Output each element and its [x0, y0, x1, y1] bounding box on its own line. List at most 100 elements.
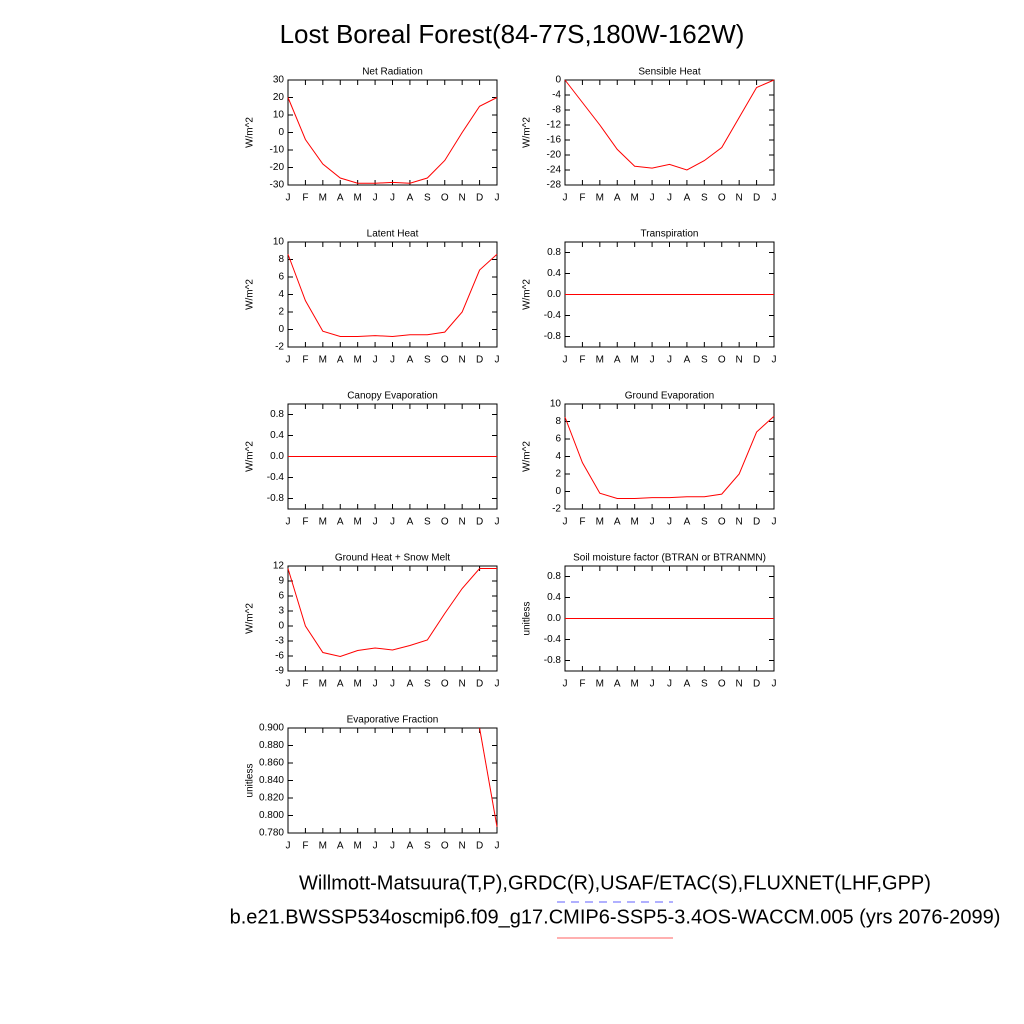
y-tick-label: 2 — [555, 469, 561, 480]
x-tick-label: F — [579, 517, 585, 528]
x-tick-label: M — [630, 193, 638, 204]
plot-frame — [564, 403, 775, 510]
plot-frame — [287, 241, 498, 348]
x-tick-label: M — [319, 517, 327, 528]
panel-title: Latent Heat — [367, 229, 419, 240]
panel-title: Ground Heat + Snow Melt — [335, 553, 451, 564]
x-tick-label: D — [753, 517, 760, 528]
x-tick-label: M — [319, 193, 327, 204]
x-tick-label: N — [736, 517, 743, 528]
x-tick-label: M — [630, 355, 638, 366]
x-tick-label: M — [630, 679, 638, 690]
x-tick-label: J — [495, 517, 500, 528]
y-axis-label: W/m^2 — [522, 441, 533, 472]
x-tick-label: J — [373, 355, 378, 366]
x-tick-label: A — [684, 193, 691, 204]
x-tick-label: J — [495, 355, 500, 366]
plot-frame — [287, 565, 498, 672]
x-tick-label: J — [772, 679, 777, 690]
y-tick-label: -16 — [547, 135, 562, 146]
x-tick-label: D — [753, 193, 760, 204]
y-tick-label: 9 — [278, 576, 284, 587]
y-tick-label: 10 — [273, 110, 285, 121]
y-tick-label: 0 — [278, 127, 284, 138]
x-tick-label: O — [718, 517, 726, 528]
plot-frame — [564, 79, 775, 186]
y-tick-label: -3 — [275, 636, 284, 647]
x-tick-label: O — [718, 679, 726, 690]
x-tick-label: M — [353, 355, 361, 366]
panel-title: Net Radiation — [362, 67, 423, 78]
x-tick-label: J — [563, 355, 568, 366]
y-tick-label: 4 — [278, 289, 284, 300]
y-tick-label: 0 — [278, 621, 284, 632]
x-tick-label: J — [390, 517, 395, 528]
x-tick-label: J — [390, 679, 395, 690]
y-tick-label: 0.800 — [259, 810, 284, 821]
y-tick-label: -0.8 — [267, 493, 285, 504]
x-tick-label: A — [684, 355, 691, 366]
x-tick-label: A — [407, 193, 414, 204]
y-tick-label: 0.8 — [270, 409, 284, 420]
data-line — [287, 568, 497, 658]
x-tick-label: A — [614, 679, 621, 690]
y-tick-label: -28 — [547, 180, 562, 191]
x-tick-label: J — [667, 355, 672, 366]
y-axis-label: unitless — [245, 764, 256, 798]
y-tick-label: 6 — [278, 591, 284, 602]
x-tick-label: J — [563, 517, 568, 528]
y-tick-label: 2 — [278, 307, 284, 318]
y-axis-label: W/m^2 — [245, 603, 256, 634]
x-tick-label: D — [753, 679, 760, 690]
x-tick-label: D — [476, 841, 483, 852]
y-tick-label: 0 — [278, 324, 284, 335]
x-tick-label: J — [772, 193, 777, 204]
x-tick-label: A — [337, 355, 344, 366]
y-tick-label: 6 — [555, 434, 561, 445]
x-tick-label: J — [390, 841, 395, 852]
x-tick-label: J — [563, 679, 568, 690]
x-tick-label: M — [319, 841, 327, 852]
footer-text: Willmott-Matsuura(T,P),GRDC(R),USAF/ETAC… — [299, 872, 931, 894]
y-tick-label: -20 — [547, 150, 562, 161]
x-tick-label: F — [302, 193, 308, 204]
x-tick-label: M — [596, 679, 604, 690]
y-tick-label: 12 — [273, 561, 285, 572]
y-tick-label: 30 — [273, 75, 285, 86]
y-tick-label: 0.0 — [270, 451, 284, 462]
y-tick-label: 10 — [273, 237, 285, 248]
x-tick-label: O — [441, 679, 449, 690]
y-tick-label: -2 — [552, 504, 561, 515]
x-tick-label: F — [302, 679, 308, 690]
x-tick-label: A — [337, 517, 344, 528]
x-tick-label: N — [459, 679, 466, 690]
x-tick-label: N — [459, 355, 466, 366]
x-tick-label: S — [424, 355, 431, 366]
x-tick-label: A — [337, 841, 344, 852]
x-tick-label: J — [373, 679, 378, 690]
x-tick-label: A — [684, 517, 691, 528]
x-tick-label: F — [579, 355, 585, 366]
x-tick-label: S — [701, 517, 708, 528]
x-tick-label: F — [302, 355, 308, 366]
x-tick-label: D — [476, 517, 483, 528]
page-title: Lost Boreal Forest(84-77S,180W-162W) — [280, 19, 745, 49]
x-tick-label: D — [476, 193, 483, 204]
x-tick-label: J — [667, 679, 672, 690]
y-tick-label: 20 — [273, 92, 285, 103]
y-tick-label: -9 — [275, 666, 284, 677]
y-tick-label: 0.4 — [547, 268, 561, 279]
y-tick-label: -2 — [275, 342, 284, 353]
y-tick-label: 4 — [555, 451, 561, 462]
x-tick-label: J — [495, 193, 500, 204]
panel-title: Ground Evaporation — [625, 391, 715, 402]
x-tick-label: D — [476, 679, 483, 690]
y-axis-label: W/m^2 — [245, 441, 256, 472]
y-tick-label: -0.4 — [544, 310, 562, 321]
x-tick-label: M — [319, 355, 327, 366]
y-axis-label: W/m^2 — [245, 117, 256, 148]
x-tick-label: J — [390, 355, 395, 366]
x-tick-label: A — [614, 517, 621, 528]
panel-title: Canopy Evaporation — [347, 391, 438, 402]
x-tick-label: N — [459, 517, 466, 528]
